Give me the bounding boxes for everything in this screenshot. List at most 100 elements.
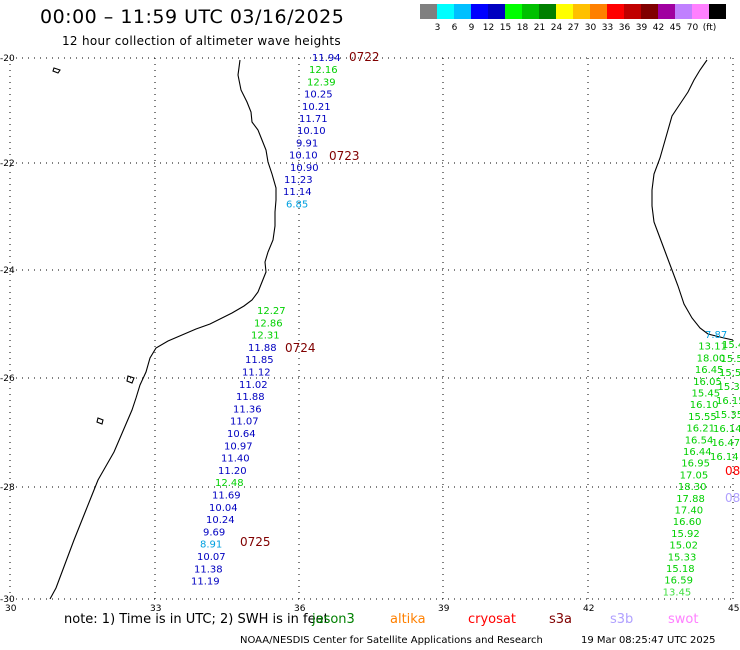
legend-label: 36: [618, 23, 631, 33]
satellite-jason3: jason3: [312, 612, 355, 627]
legend-swatch: [454, 4, 471, 19]
legend-swatch: [556, 4, 573, 19]
wave-height-value: 12.39: [307, 77, 336, 88]
legend-swatch: [488, 4, 505, 19]
wave-height-value: 16.45: [695, 365, 724, 376]
wave-height-value: 13.11: [698, 342, 727, 353]
map-grid: [9, 57, 734, 600]
wave-height-value: 16.15: [716, 396, 740, 407]
legend-label: 39: [635, 23, 648, 33]
legend-swatch: [573, 4, 590, 19]
legend-swatch: [590, 4, 607, 19]
wave-height-value: 16.95: [681, 459, 710, 470]
legend-swatch: [505, 4, 522, 19]
wave-height-value: 11.23: [284, 175, 313, 186]
wave-height-value: 17.05: [680, 470, 709, 481]
lat-label: -22: [0, 159, 15, 169]
coastline: [49, 59, 734, 600]
wave-height-value: 10.24: [206, 515, 235, 526]
wave-height-value: 12.16: [309, 65, 338, 76]
legend-label: 9: [468, 23, 475, 33]
wave-height-value: 10.97: [224, 441, 253, 452]
legend-label: 45: [669, 23, 682, 33]
wave-height-value: 11.94: [312, 53, 341, 64]
island-coastline: [96, 417, 104, 425]
time-label: 0724: [285, 341, 316, 355]
wave-height-value: 18.00: [697, 353, 726, 364]
wave-height-value: 15.92: [671, 529, 700, 540]
wave-height-value: 16.47: [712, 438, 740, 449]
units-note: note: 1) Time is in UTC; 2) SWH is in fe…: [64, 612, 329, 627]
wave-height-value: 11.88: [236, 392, 265, 403]
legend-swatch: [692, 4, 709, 19]
wave-height-value: 7.87: [705, 330, 727, 341]
lon-label: 30: [5, 604, 17, 614]
wave-height-value: 8.91: [200, 540, 222, 551]
wave-height-value: 10.10: [289, 151, 318, 162]
wave-height-value: 16.05: [693, 377, 722, 388]
wave-height-value: 16.59: [664, 576, 693, 587]
wave-height-value: 17.40: [675, 506, 704, 517]
wave-height-value: 15.4: [722, 340, 740, 351]
satellite-swot: swot: [668, 612, 699, 627]
legend-label: 33: [601, 23, 614, 33]
legend-swatch: [709, 4, 726, 19]
wave-height-value: 11.07: [230, 417, 259, 428]
wave-height-value: 11.85: [245, 355, 274, 366]
legend-label: 27: [567, 23, 580, 33]
lon-label: 36: [294, 604, 306, 614]
satellite-s3a: s3a: [549, 612, 573, 627]
legend-label: 3: [434, 23, 441, 33]
map-title: 00:00 – 11:59 UTC 03/16/2025: [40, 6, 345, 28]
footer-credit: NOAA/NESDIS Center for Satellite Applica…: [240, 635, 543, 646]
wave-height-value: 15.37: [718, 382, 740, 393]
wave-height-value: 11.02: [239, 380, 268, 391]
legend-swatch: [420, 4, 437, 19]
legend-label: 30: [584, 23, 597, 33]
satellite-cryosat: cryosat: [468, 612, 516, 627]
lat-label: -30: [0, 595, 15, 605]
legend-label: 24: [550, 23, 563, 33]
time-label: 0725: [240, 535, 271, 549]
legend-label: 15: [499, 23, 512, 33]
wave-height-value: 16.10: [690, 400, 719, 411]
wave-height-value: 12.86: [254, 318, 283, 329]
island-coastline: [52, 67, 61, 74]
lon-label: 33: [150, 604, 161, 614]
map-subtitle: 12 hour collection of altimeter wave hei…: [62, 34, 341, 48]
satellite-altika: altika: [390, 612, 426, 627]
lat-label: -28: [0, 483, 15, 493]
wave-height-value: 11.36: [233, 404, 262, 415]
wave-height-value: 10.04: [209, 503, 238, 514]
wave-height-value: 15.45: [692, 389, 721, 400]
legend-label: (ft): [702, 23, 717, 33]
satellite-s3b: s3b: [610, 612, 634, 627]
wave-height-value: 15.59: [719, 368, 740, 379]
wave-height-value: 6.85: [286, 199, 308, 210]
madagascar-coastline: [651, 59, 734, 341]
wave-height-value: 10.64: [227, 429, 256, 440]
wave-height-value: 16.14: [713, 424, 740, 435]
footer-timestamp: 19 Mar 08:25:47 UTC 2025: [581, 635, 716, 646]
wave-height-value: 15.55: [688, 412, 717, 423]
wave-height-value: 11.40: [221, 454, 250, 465]
legend-swatch: [675, 4, 692, 19]
wave-height-value: 17.88: [676, 494, 705, 505]
time-label: 0723: [329, 149, 360, 163]
wave-height-value: 18.30: [678, 482, 707, 493]
legend-label: 12: [482, 23, 495, 33]
legend-label: 6: [451, 23, 458, 33]
wave-height-value: 16.54: [685, 435, 714, 446]
wave-height-value: 10.10: [297, 126, 326, 137]
wave-height-value: 13.45: [663, 587, 692, 598]
wave-height-value: 12.31: [251, 331, 280, 342]
wave-height-value: 15.02: [669, 541, 698, 552]
legend-label: 18: [516, 23, 529, 33]
wave-height-value: 16.21: [686, 424, 715, 435]
africa-coastline: [49, 59, 277, 600]
time-label: 08: [725, 491, 740, 505]
lat-label: -26: [0, 374, 15, 384]
lon-label: 39: [438, 604, 450, 614]
